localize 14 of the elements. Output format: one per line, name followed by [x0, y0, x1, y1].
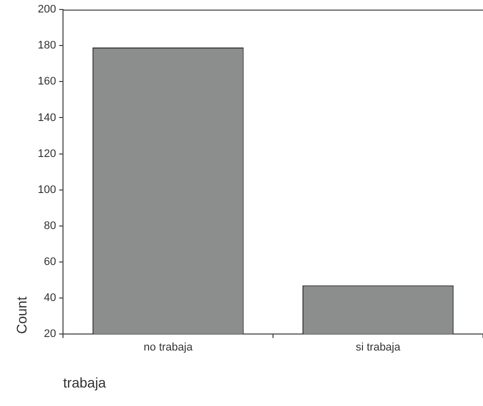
- x-axis-title: trabaja: [63, 374, 106, 390]
- y-tick-label: 120: [38, 148, 56, 160]
- y-tick-label: 140: [38, 112, 56, 124]
- y-tick-label: 20: [44, 328, 56, 340]
- y-axis-title: Count: [13, 296, 30, 334]
- y-tick-label: 100: [38, 184, 56, 196]
- y-tick-label: 80: [44, 220, 56, 232]
- x-tick-label: no trabaja: [144, 342, 194, 354]
- y-tick-label: 200: [38, 4, 56, 16]
- y-tick-label: 60: [44, 256, 56, 268]
- x-tick-label: si trabaja: [356, 342, 402, 354]
- y-tick-label: 40: [44, 292, 56, 304]
- y-tick-label: 180: [38, 40, 56, 52]
- y-tick-label: 160: [38, 76, 56, 88]
